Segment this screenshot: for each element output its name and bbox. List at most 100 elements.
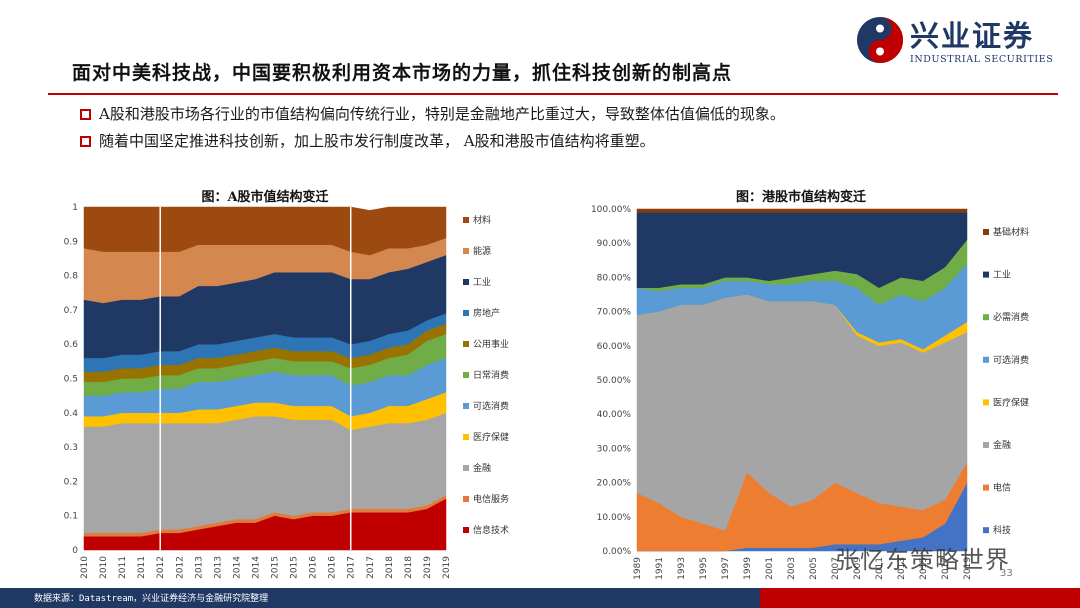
y-tick-label: 70.00% xyxy=(597,308,632,318)
x-tick-label: 2013 xyxy=(213,556,223,579)
x-tick-label: 1997 xyxy=(721,557,731,580)
legend-swatch xyxy=(983,314,989,321)
x-tick-label: 2010 xyxy=(99,556,109,579)
y-tick-label: 10.00% xyxy=(597,513,632,523)
legend-swatch xyxy=(983,442,989,448)
hk-share-chart-title: 图：港股市值结构变迁 xyxy=(735,190,866,205)
legend-swatch xyxy=(983,271,989,278)
legend-label: 基础材料 xyxy=(993,226,1029,238)
x-tick-label: 2019 xyxy=(963,557,973,580)
legend-label: 房地产 xyxy=(473,307,500,319)
legend-swatch xyxy=(983,229,989,235)
y-tick-label: 20.00% xyxy=(597,479,632,489)
y-tick-label: 0.1 xyxy=(64,512,78,522)
x-tick-label: 2013 xyxy=(194,556,204,579)
legend-swatch xyxy=(983,527,989,534)
y-tick-label: 0.6 xyxy=(64,340,79,350)
legend-swatch xyxy=(463,434,469,440)
legend-label: 日常消费 xyxy=(473,369,509,381)
legend-label: 必需消费 xyxy=(993,311,1029,323)
x-tick-label: 2007 xyxy=(831,557,841,580)
x-tick-label: 2018 xyxy=(385,556,395,579)
hk-share-market-cap-chart: 0.00% 10.00% 20.00% 30.00% 40.00% 50.00% 60.00… xyxy=(591,205,1029,580)
x-tick-label: 2017 xyxy=(347,556,357,579)
legend-swatch xyxy=(463,465,469,471)
y-tick-label: 0.3 xyxy=(64,443,78,453)
x-tick-label: 1993 xyxy=(677,557,687,580)
x-tick-label: 2013 xyxy=(897,557,907,580)
y-tick-label: 100.00% xyxy=(591,205,631,215)
x-tick-label: 2011 xyxy=(118,556,128,579)
legend-label: 医疗保健 xyxy=(473,431,509,443)
slide-title: 面对中美科技战，中国要积极利用资本市场的力量，抓住科技创新的制高点 xyxy=(72,62,733,84)
legend-swatch xyxy=(463,217,469,223)
x-tick-label: 2014 xyxy=(232,556,242,579)
y-tick-label: 40.00% xyxy=(597,410,632,420)
x-tick-label: 2019 xyxy=(423,556,433,579)
y-tick-label: 0.00% xyxy=(602,547,631,557)
y-tick-label: 0.7 xyxy=(64,306,78,316)
legend-label: 公用事业 xyxy=(473,338,509,350)
y-tick-label: 30.00% xyxy=(597,444,632,454)
y-tick-label: 0.2 xyxy=(64,477,78,487)
watermark-text: 张忆东策略世界 xyxy=(835,546,1010,574)
legend-label: 金融 xyxy=(473,462,491,474)
legend-swatch xyxy=(463,341,469,347)
a-share-market-cap-chart: 0 0.1 0.2 0.3 0.4 0.5 0.6 0.7 0.8 0.9 1 2010 2010 201… xyxy=(64,203,509,579)
logo-en-name: INDUSTRIAL SECURITIES xyxy=(910,54,1053,65)
legend-swatch xyxy=(463,372,469,378)
legend-label: 医疗保健 xyxy=(993,396,1029,408)
legend-swatch xyxy=(463,403,469,409)
logo-emblem-icon xyxy=(857,17,903,63)
legend-swatch xyxy=(983,484,989,491)
legend-swatch xyxy=(463,310,469,316)
legend-label: 信息技术 xyxy=(473,524,509,536)
legend-swatch xyxy=(983,399,989,406)
legend-swatch xyxy=(983,356,989,363)
bullet-point-1: A股和港股市场各行业的市值结构偏向传统行业，特别是金融地产比重过大，导致整体估值… xyxy=(80,103,785,124)
legend-swatch xyxy=(463,496,469,502)
x-tick-label: 2003 xyxy=(787,557,797,580)
x-tick-label: 2005 xyxy=(809,557,819,580)
x-tick-label: 2010 xyxy=(80,556,90,579)
x-tick-label: 2011 xyxy=(137,556,147,579)
legend-label: 科技 xyxy=(993,524,1011,536)
x-tick-label: 2016 xyxy=(328,556,338,579)
logo-cn-name: 兴业证券 xyxy=(910,19,1034,53)
legend-label: 可选消费 xyxy=(473,400,509,412)
x-tick-label: 2012 xyxy=(156,556,166,579)
x-tick-label: 2014 xyxy=(251,556,261,579)
legend-label: 工业 xyxy=(473,277,491,288)
x-tick-label: 1989 xyxy=(633,557,643,580)
y-tick-label: 0.9 xyxy=(64,237,79,247)
y-tick-label: 90.00% xyxy=(597,239,632,249)
x-tick-label: 2019 xyxy=(442,556,452,579)
legend-label: 金融 xyxy=(993,439,1011,451)
page-number: 33 xyxy=(1000,568,1013,579)
bullet-point-2: 随着中国坚定推进科技创新，加上股市发行制度改革， A股和港股市值结构将重塑。 xyxy=(80,130,655,151)
legend-swatch xyxy=(463,527,469,533)
company-logo: 兴业证券 INDUSTRIAL SECURITIES xyxy=(857,17,1053,65)
legend-label: 电信服务 xyxy=(473,493,509,505)
title-divider xyxy=(48,93,1058,95)
footer-accent xyxy=(760,588,1080,608)
x-tick-label: 2012 xyxy=(175,556,185,579)
area-series-材料 xyxy=(83,206,447,256)
legend-label: 可选消费 xyxy=(993,354,1029,366)
x-tick-label: 1999 xyxy=(743,557,753,580)
y-tick-label: 50.00% xyxy=(597,376,632,386)
y-tick-label: 0 xyxy=(72,546,78,556)
bullet-square-icon xyxy=(80,109,91,120)
x-tick-label: 2017 xyxy=(941,557,951,580)
x-tick-label: 2018 xyxy=(404,556,414,579)
x-tick-label: 2016 xyxy=(309,556,319,579)
legend-swatch xyxy=(463,279,469,285)
x-tick-label: 2011 xyxy=(875,557,885,580)
x-tick-label: 2017 xyxy=(366,556,376,579)
x-tick-label: 2015 xyxy=(919,557,929,580)
y-tick-label: 1 xyxy=(72,203,78,213)
x-tick-label: 1995 xyxy=(699,557,709,580)
x-tick-label: 1991 xyxy=(655,557,665,580)
source-note: 数据来源：Datastream，兴业证券经济与金融研究院整理 xyxy=(34,594,269,604)
y-tick-label: 60.00% xyxy=(597,342,632,352)
